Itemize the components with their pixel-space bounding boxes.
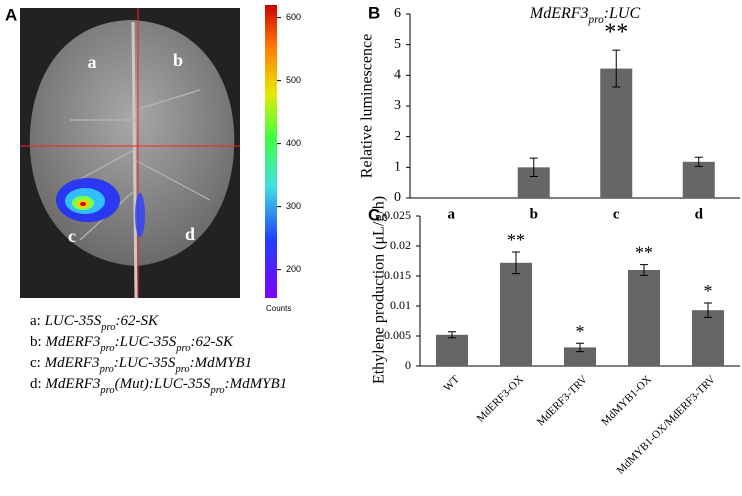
rich-text: c: MdERF3pro:LUC-35Spro:MdMYB1 [30,355,252,374]
quadrant-label: c [68,226,76,246]
colorbar-tick-label: 500 [286,75,301,85]
panel-label: A [5,5,17,24]
error-bar [694,156,703,167]
significance: ** [635,243,653,263]
text-segment: :LUC [604,5,641,22]
rich-text: MdERF3pro:LUC [529,5,641,26]
text-segment: :LUC-35S [114,355,176,371]
y-tick-label: 4 [394,68,401,83]
quadrant-label: a [88,52,97,72]
subscript: pro [588,14,605,26]
subscript: pro [175,343,190,354]
y-tick-label: 0.02 [390,238,411,252]
text-segment: :LUC-35S [115,334,177,350]
bar [692,310,724,366]
subscript: pro [99,385,114,396]
error-bar [612,49,621,88]
x-tick-label: a [448,206,456,222]
bar [436,334,468,366]
subscript: pro [209,385,224,396]
significance: * [576,321,585,341]
text-segment: (Mut):LUC-35S [115,376,211,392]
y-tick-label: 6 [394,6,401,21]
y-tick-label: 0.025 [384,208,411,222]
y-axis-label: Relative luminescence [359,34,376,178]
colorbar [265,5,277,298]
subscript: pro [174,364,189,375]
bar [500,262,532,366]
significance: ** [604,20,628,46]
error-bar [704,302,712,318]
y-tick-label: 5 [394,37,401,52]
quadrant-label: b [173,50,183,70]
error-bar [448,331,456,339]
colorbar-tick-label: 600 [286,12,301,22]
panel-label: B [368,3,380,22]
text-segment: MdERF3 [44,334,100,350]
rich-text: a: LUC-35Spro:62-SK [30,313,159,332]
text-segment: MdERF3 [529,5,589,22]
colorbar-tick-label: 300 [286,201,301,211]
y-tick-label: 0.015 [384,268,411,282]
subscript: pro [99,343,114,354]
text-segment: c: [30,355,45,371]
leaf-image [20,8,240,299]
panel-label: C [368,205,380,224]
y-tick-label: 3 [394,98,401,113]
rich-text: b: MdERF3pro:LUC-35Spro:62-SK [30,334,234,353]
text-segment: LUC-35S [44,313,102,329]
text-segment: :62-SK [115,313,158,329]
bar [682,161,715,198]
x-tick-label: WT [441,373,462,394]
y-tick-label: 0 [405,358,411,372]
x-tick-label: MdERF3-TRV [535,373,590,428]
text-segment: :MdMYB1 [225,376,288,392]
colorbar-label: Counts [266,304,291,313]
x-tick-label: d [695,206,704,222]
error-bar [512,251,520,275]
error-bar [576,342,584,353]
text-segment: :62-SK [190,334,233,350]
error-bar [529,157,538,178]
significance: ** [507,230,525,250]
text-segment: d: [30,376,45,392]
colorbar-tick-label: 400 [286,138,301,148]
text-segment: a: [30,313,45,329]
error-bar [640,264,648,276]
rich-text: d: MdERF3pro(Mut):LUC-35Spro:MdMYB1 [30,376,287,395]
bar [600,68,633,198]
x-tick-label: c [613,206,620,222]
y-tick-label: 0.005 [384,328,411,342]
text-segment: :MdMYB1 [190,355,253,371]
text-segment: b: [30,334,45,350]
subscript: pro [99,364,114,375]
bar [628,270,660,366]
subscript: pro [100,322,115,333]
y-tick-label: 0.01 [390,298,411,312]
y-tick-label: 0 [394,190,401,205]
text-segment: MdERF3 [44,376,100,392]
y-axis-label: Ethylene production (μL/g/h) [371,196,388,384]
x-tick-label: b [530,206,538,222]
colorbar-tick-label: 200 [286,264,301,274]
quadrant-label: d [185,224,195,244]
x-tick-label: MdERF3-OX [475,373,526,424]
y-tick-label: 2 [394,129,401,144]
significance: * [704,281,713,301]
text-segment: MdERF3 [44,355,100,371]
bar [564,347,596,366]
x-tick-label: MdMYB1-OX [599,373,654,428]
y-tick-label: 1 [394,160,401,175]
